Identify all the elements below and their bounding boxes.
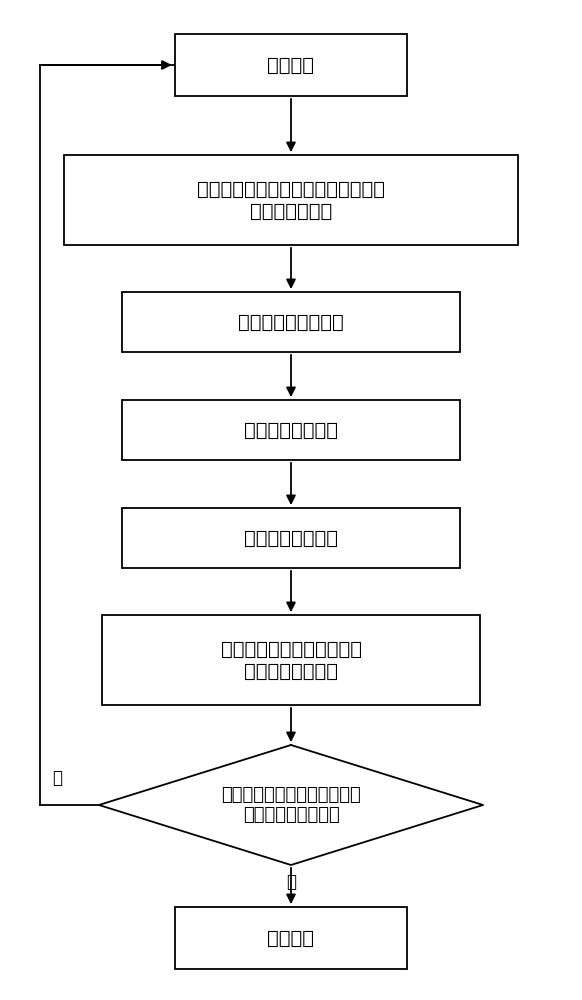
FancyBboxPatch shape <box>175 34 407 96</box>
FancyBboxPatch shape <box>175 907 407 969</box>
FancyBboxPatch shape <box>64 155 518 245</box>
FancyBboxPatch shape <box>102 615 480 705</box>
Text: 是: 是 <box>286 873 296 891</box>
Text: 巷道围岩支护施工: 巷道围岩支护施工 <box>244 528 338 548</box>
Text: 巷道支护方案确定: 巷道支护方案确定 <box>244 420 338 440</box>
Text: 否: 否 <box>52 769 62 787</box>
Polygon shape <box>99 745 483 865</box>
Text: 围岩基本力学参数及巷道两帮岩体的
侧压力系数确定: 围岩基本力学参数及巷道两帮岩体的 侧压力系数确定 <box>197 180 385 221</box>
Text: 极限冒落拱矢高确定: 极限冒落拱矢高确定 <box>238 312 344 332</box>
FancyBboxPatch shape <box>122 292 460 352</box>
FancyBboxPatch shape <box>122 508 460 568</box>
Text: 完成当前施工节段的开挖及
巷道围岩支护施工: 完成当前施工节段的开挖及 巷道围岩支护施工 <box>221 640 361 680</box>
Text: 巷道开挖: 巷道开挖 <box>268 55 314 75</box>
FancyBboxPatch shape <box>122 400 460 460</box>
Text: 施工完成: 施工完成 <box>268 928 314 948</box>
Text: 是否完成巷道的全部开挖及巷
道围岩支护施工过程: 是否完成巷道的全部开挖及巷 道围岩支护施工过程 <box>221 786 361 824</box>
